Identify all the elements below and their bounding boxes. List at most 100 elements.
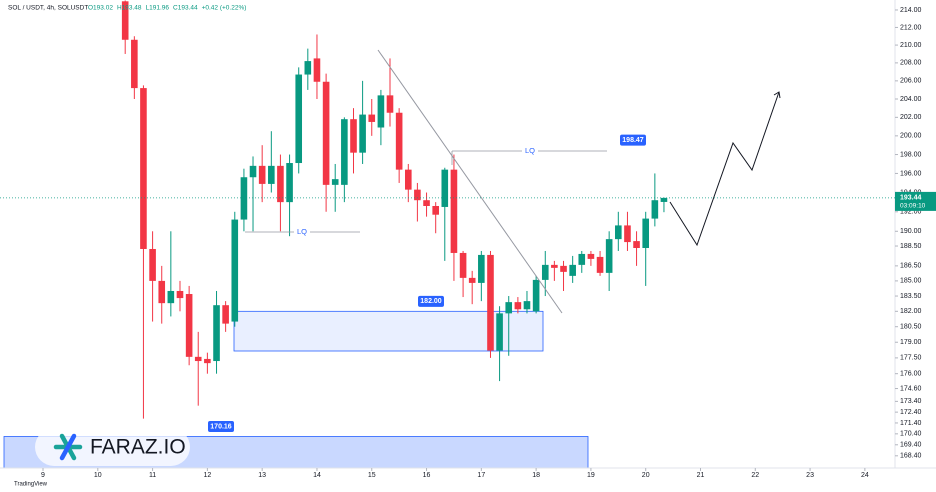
candle-body	[404, 169, 412, 190]
candle-body	[450, 169, 458, 253]
candle-body	[615, 225, 622, 240]
y-tick-label: 190.00	[900, 228, 922, 235]
y-tick-label: 173.40	[900, 398, 922, 405]
price-label-box	[208, 420, 234, 432]
candle-body	[359, 114, 366, 153]
x-tick-label: 24	[861, 472, 869, 479]
candle-body	[605, 239, 613, 273]
y-tick-label: 202.00	[900, 114, 922, 121]
candle-body	[395, 112, 403, 170]
candle-body	[487, 254, 494, 351]
lq-bg	[294, 227, 310, 237]
candle-body	[331, 179, 339, 185]
y-tick-label: 171.40	[900, 420, 922, 427]
candle-body	[569, 264, 576, 276]
candle-body	[322, 81, 330, 185]
candle-body	[185, 294, 193, 357]
candle-body	[587, 253, 595, 259]
y-tick-label: 206.00	[900, 78, 922, 85]
candle-body	[295, 74, 303, 164]
x-tick-label: 16	[423, 472, 431, 479]
price-label-box	[418, 295, 444, 307]
x-tick-label: 9	[41, 472, 45, 479]
candle-body	[551, 264, 558, 268]
y-tick-label: 170.40	[900, 431, 922, 438]
candle-body	[313, 58, 321, 82]
y-tick-label: 198.00	[900, 151, 922, 158]
y-tick-label: 176.00	[900, 371, 922, 378]
candle-body	[167, 290, 175, 304]
x-tick-label: 21	[697, 472, 705, 479]
projection-arrow	[773, 91, 781, 99]
y-tick-label: 212.00	[900, 24, 922, 31]
ohlc-legend: O193.02 H193.48 L191.96 C193.44 +0.42 (+0.22…	[88, 5, 246, 12]
candle-body	[478, 254, 485, 283]
candle-body	[194, 356, 202, 362]
x-tick-label: 11	[149, 472, 156, 479]
y-tick-label: 204.00	[900, 96, 922, 103]
y-tick-label: 180.50	[900, 324, 922, 331]
y-tick-label: 192.00	[900, 209, 922, 216]
x-tick-label: 20	[642, 472, 650, 479]
x-tick-label: 18	[532, 472, 540, 479]
ohlc-value: O193.02	[88, 5, 113, 12]
candle-body	[496, 313, 503, 351]
candle-body	[624, 225, 631, 243]
candle-body	[249, 165, 257, 178]
x-tick-label: 17	[477, 472, 485, 479]
y-tick-label: 182.00	[900, 308, 922, 315]
candle-body	[468, 277, 476, 283]
candle-body	[231, 219, 239, 322]
ohlc-value: H193.48	[117, 5, 142, 12]
y-tick-label: 185.00	[900, 278, 922, 285]
candle-body	[432, 205, 439, 215]
last-price-box	[895, 191, 936, 211]
candle-body	[286, 163, 293, 203]
candles	[121, 0, 668, 419]
chart-title: SOL / USDT, 4h, SOLUSDT	[8, 5, 88, 12]
candle-body	[131, 39, 138, 89]
candle-body	[149, 248, 156, 281]
candle-body	[386, 95, 394, 113]
x-tick-label: 13	[258, 472, 266, 479]
x-tick-label: 12	[203, 472, 211, 479]
candle-body	[268, 165, 275, 184]
price-label: 198.47	[622, 137, 644, 144]
candle-body	[277, 165, 284, 203]
candle-body	[459, 252, 467, 278]
x-tick-label: 15	[368, 472, 376, 479]
ohlc-value: C193.44	[173, 5, 198, 12]
x-tick-label: 14	[313, 472, 321, 479]
candle-body	[377, 95, 385, 128]
y-tick-label: 188.50	[900, 243, 922, 250]
y-tick-label: 186.50	[900, 263, 922, 270]
y-tick-label: 174.60	[900, 385, 922, 392]
candle-body	[222, 305, 229, 324]
candle-body	[341, 119, 348, 185]
candle-body	[121, 1, 129, 40]
y-tick-label: 179.00	[900, 339, 922, 346]
candle-body	[541, 264, 549, 280]
candle-body	[560, 265, 567, 272]
y-tick-label: 169.40	[900, 442, 922, 449]
ohlc-value: L191.96	[146, 5, 170, 12]
y-tick-label: 214.00	[900, 7, 922, 14]
y-tick-label: 177.50	[900, 355, 922, 362]
y-tick-label: 208.00	[900, 60, 922, 67]
candle-body	[596, 256, 604, 273]
price-label: 182.00	[420, 298, 442, 305]
candle-body	[158, 280, 166, 304]
lq-label: LQ	[525, 146, 535, 155]
candle-body	[258, 165, 266, 184]
lq-label: LQ	[297, 227, 307, 236]
projection-path	[669, 91, 780, 247]
candle-body	[414, 189, 421, 201]
lq-bg	[522, 146, 538, 156]
y-tick-label: 183.50	[900, 293, 922, 300]
candle-body	[140, 88, 147, 249]
x-tick-label: 23	[806, 472, 814, 479]
x-tick-label: 22	[751, 472, 759, 479]
candle-body	[505, 302, 513, 314]
